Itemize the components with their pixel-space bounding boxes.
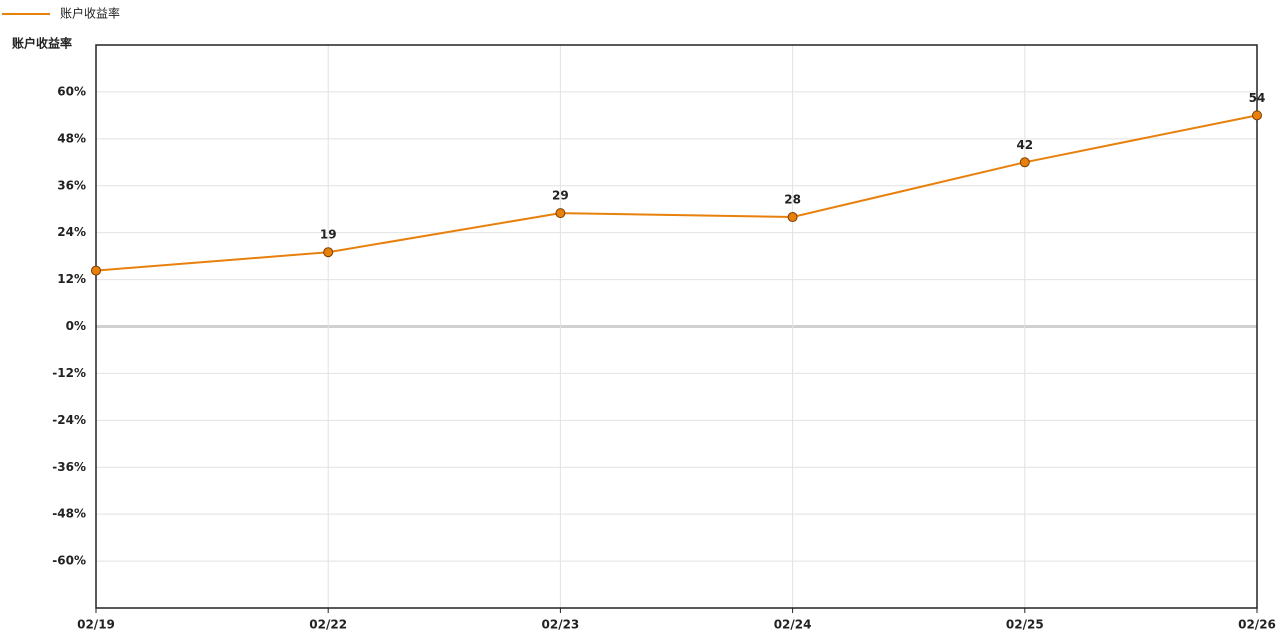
y-tick-label: 12% — [57, 272, 86, 286]
series-line — [95, 114, 1258, 272]
data-label: 29 — [552, 189, 569, 203]
x-tick-label: 02/25 — [1006, 618, 1044, 632]
point — [323, 247, 334, 258]
y-tick-label: -24% — [52, 413, 86, 427]
x-tick-label: 02/24 — [774, 618, 812, 632]
y-tick-label: 60% — [57, 84, 86, 98]
data-label: 42 — [1016, 138, 1033, 152]
y-tick-label: 24% — [57, 225, 86, 239]
point — [787, 212, 798, 223]
point — [91, 265, 101, 276]
y-tick-label: 36% — [57, 178, 86, 192]
point — [555, 208, 566, 219]
x-tick-label: 02/22 — [309, 618, 347, 632]
x-tick-label: 02/26 — [1238, 618, 1276, 632]
x-tick-label: 02/19 — [77, 618, 115, 632]
data-label: 54 — [1249, 91, 1266, 105]
data-label: 19 — [320, 228, 337, 242]
point — [1019, 157, 1030, 168]
y-axis-title: 账户收益率 — [12, 36, 72, 51]
point — [1252, 110, 1262, 121]
y-tick-label: 48% — [57, 131, 86, 145]
y-tick-label: -12% — [52, 366, 86, 380]
y-tick-label: -48% — [52, 507, 86, 521]
y-tick-label: -36% — [52, 460, 86, 474]
y-tick-label: -60% — [52, 554, 86, 568]
x-tick-label: 02/23 — [542, 618, 580, 632]
legend-label: 账户收益率 — [60, 6, 120, 21]
y-tick-label: 0% — [66, 319, 86, 333]
plot-frame — [95, 44, 1258, 609]
data-label: 28 — [784, 193, 801, 207]
